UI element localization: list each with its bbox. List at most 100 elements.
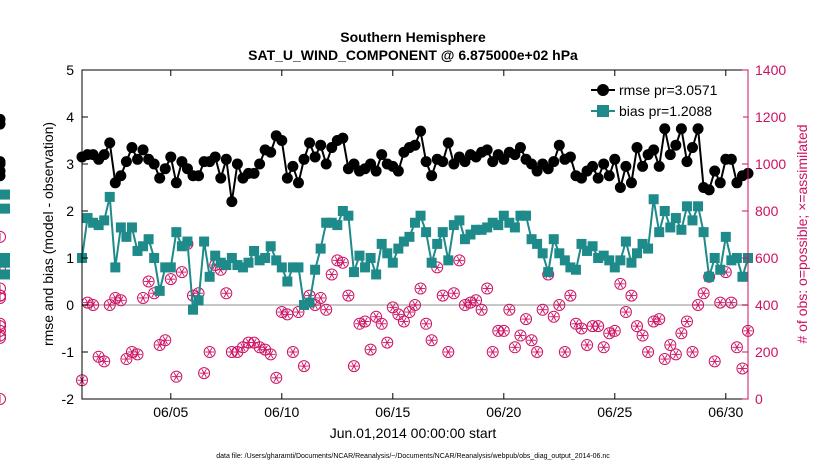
bias-point	[632, 248, 642, 259]
rmse-point	[587, 160, 599, 172]
obs-count-marker	[725, 296, 738, 309]
rmse-point	[165, 151, 177, 163]
y-tick-label: 1	[66, 250, 74, 266]
obs-count-marker	[603, 327, 616, 340]
obs-count-marker	[0, 230, 6, 243]
rmse-point	[437, 156, 449, 168]
bias-point	[526, 234, 537, 245]
obs-count-marker	[359, 315, 372, 328]
bias-point	[543, 267, 554, 278]
obs-count-marker	[514, 329, 527, 342]
bias-point	[698, 227, 709, 238]
bias-point	[132, 245, 143, 256]
obs-count-marker	[547, 310, 560, 323]
bias-point	[121, 231, 132, 242]
x-tick-label: 06/30	[708, 404, 743, 420]
bias-point	[276, 262, 287, 273]
rmse-point	[137, 144, 149, 156]
bias-point	[176, 241, 187, 252]
bias-point	[204, 271, 215, 282]
obs-count-marker	[0, 289, 6, 302]
rmse-point	[481, 144, 493, 156]
bias-point	[443, 255, 454, 266]
rmse-point	[631, 142, 643, 154]
bias-point	[582, 245, 593, 256]
obs-count-marker	[653, 313, 666, 326]
rmse-point	[426, 170, 438, 182]
obs-count-marker	[314, 291, 327, 304]
bias-point	[282, 276, 293, 287]
obs-count-marker	[575, 322, 588, 335]
obs-count-marker	[697, 287, 710, 300]
obs-count-marker	[409, 299, 421, 311]
obs-count-marker	[253, 341, 266, 354]
bias-point	[626, 257, 637, 268]
rmse-point	[703, 184, 715, 196]
rmse-point	[298, 153, 310, 165]
obs-count-marker	[0, 282, 6, 295]
obs-count-marker	[730, 341, 743, 354]
rmse-point	[231, 158, 243, 170]
obs-count-marker	[508, 341, 521, 354]
obs-count-marker	[531, 346, 544, 358]
y2-tick-label: 400	[755, 297, 779, 313]
bias-point	[515, 210, 526, 221]
obs-count-marker	[736, 362, 749, 375]
rmse-point	[304, 137, 316, 149]
obs-count-marker	[342, 289, 355, 302]
bias-point	[709, 253, 720, 263]
obs-count-marker	[486, 346, 499, 358]
bias-point	[498, 210, 509, 221]
bias-point	[670, 213, 681, 224]
rmse-point	[564, 151, 576, 163]
chart-subtitle: SAT_U_WIND_COMPONENT @ 6.875000e+02 hPa	[248, 47, 578, 63]
obs-count-marker	[525, 334, 538, 347]
obs-count-marker	[520, 313, 532, 326]
rmse-point	[265, 146, 277, 158]
bias-point	[160, 262, 171, 273]
rmse-point	[220, 153, 232, 165]
obs-count-marker	[170, 370, 183, 383]
plot-area-frame	[81, 69, 749, 400]
obs-count-marker	[286, 346, 299, 358]
obs-count-marker	[658, 353, 671, 366]
rmse-point	[0, 113, 6, 125]
bias-point	[265, 241, 276, 252]
legend-rmse-label: rmse pr=3.0571	[619, 82, 718, 98]
bias-point	[260, 253, 271, 263]
rmse-point	[392, 165, 404, 177]
obs-count-marker	[553, 299, 566, 311]
obs-count-marker	[397, 315, 410, 328]
obs-count-marker	[592, 320, 605, 333]
rmse-point	[514, 142, 526, 154]
obs-count-marker	[203, 346, 216, 358]
rmse-point	[714, 177, 726, 189]
bias-point	[471, 224, 482, 235]
bias-point	[138, 241, 149, 252]
x-tick-label: 06/15	[375, 404, 410, 420]
obs-count-marker	[625, 289, 638, 302]
bias-point	[432, 238, 443, 249]
y2-tick-label: 1400	[755, 62, 786, 78]
bias-point	[237, 262, 248, 273]
y-axis-ticks: -2 -1 0 1 2 3 4 5	[62, 62, 88, 407]
legend-bias-marker	[597, 105, 609, 117]
obs-count-marker	[198, 367, 211, 380]
bias-point	[559, 255, 570, 266]
obs-count-marker	[298, 360, 310, 373]
obs-count-marker	[264, 348, 277, 361]
y-tick-label: 5	[66, 62, 74, 78]
bias-point	[565, 262, 576, 273]
obs-count-marker	[0, 320, 6, 333]
rmse-point	[598, 158, 610, 170]
bias-point	[532, 238, 543, 249]
bias-point	[410, 217, 420, 228]
obs-count-marker	[142, 275, 155, 288]
obs-count-marker	[281, 308, 294, 321]
bias-point	[0, 269, 10, 280]
y-tick-label: 2	[66, 203, 74, 219]
bias-point	[415, 210, 426, 221]
obs-count-marker	[619, 306, 632, 319]
obs-count-marker	[0, 393, 6, 405]
